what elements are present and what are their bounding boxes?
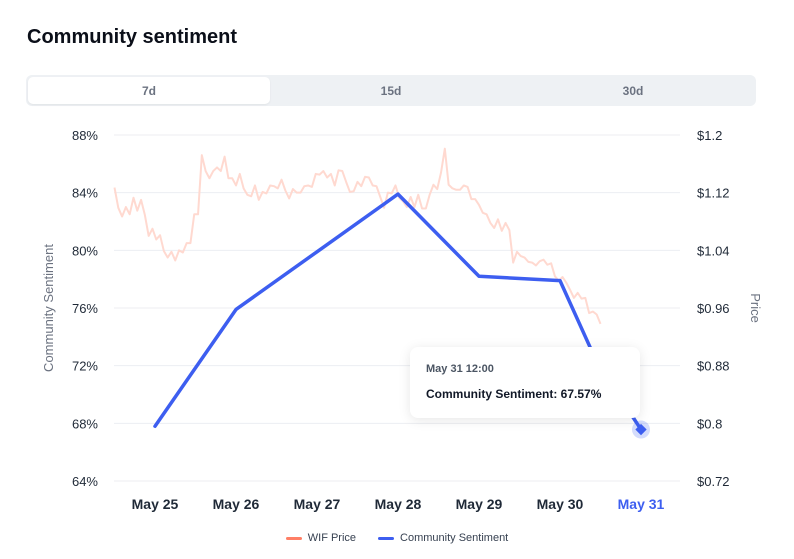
x-tick-label: May 26 bbox=[213, 496, 260, 512]
tooltip-time: May 31 12:00 bbox=[426, 363, 494, 375]
x-tick-label: May 29 bbox=[456, 496, 503, 512]
legend-swatch-community-sentiment bbox=[378, 536, 395, 540]
x-tick-label: May 27 bbox=[294, 496, 341, 512]
legend-swatch-wif-price bbox=[285, 536, 302, 540]
y-right-tick-label: $1.12 bbox=[697, 186, 730, 201]
y-right-tick-label: $1.2 bbox=[697, 128, 722, 143]
y-left-tick-label: 64% bbox=[72, 474, 98, 489]
x-tick-label: May 31 bbox=[618, 496, 665, 512]
y-left-tick-label: 84% bbox=[72, 186, 98, 201]
y-right-tick-label: $0.72 bbox=[697, 474, 730, 489]
active-point-marker bbox=[635, 423, 647, 436]
y-right-axis-title: Price bbox=[748, 293, 763, 323]
legend-item-wif-price[interactable]: WIF Price bbox=[285, 532, 357, 544]
y-left-tick-label: 80% bbox=[72, 243, 98, 258]
tab-30d[interactable]: 30d bbox=[622, 83, 644, 98]
tooltip-value: Community Sentiment: 67.57% bbox=[426, 387, 602, 401]
y-left-tick-label: 88% bbox=[72, 128, 98, 143]
time-range-tabs: 7d 15d 30d bbox=[26, 75, 756, 106]
y-left-tick-label: 68% bbox=[72, 416, 98, 431]
y-left-tick-label: 76% bbox=[72, 301, 98, 316]
page-title: Community sentiment bbox=[27, 26, 238, 48]
x-tick-label: May 28 bbox=[375, 496, 422, 512]
y-right-tick-label: $0.88 bbox=[697, 359, 730, 374]
legend-label-wif-price: WIF Price bbox=[307, 532, 357, 544]
y-right-tick-label: $0.96 bbox=[697, 301, 730, 316]
y-right-tick-label: $0.8 bbox=[697, 416, 722, 431]
chart-tooltip: May 31 12:00 Community Sentiment: 67.57% bbox=[410, 347, 640, 418]
y-left-axis-title: Community Sentiment bbox=[41, 244, 56, 372]
x-tick-label: May 25 bbox=[132, 496, 179, 512]
x-tick-label: May 30 bbox=[537, 496, 584, 512]
chart-legend: WIF Price Community Sentiment bbox=[0, 532, 794, 544]
y-right-tick-label: $1.04 bbox=[697, 243, 730, 258]
legend-item-community-sentiment[interactable]: Community Sentiment bbox=[378, 532, 508, 544]
legend-label-community-sentiment: Community Sentiment bbox=[400, 532, 509, 544]
y-left-tick-label: 72% bbox=[72, 359, 98, 374]
tab-15d[interactable]: 15d bbox=[380, 83, 402, 98]
tab-7d[interactable]: 7d bbox=[28, 77, 270, 104]
price-series-line bbox=[113, 147, 602, 325]
